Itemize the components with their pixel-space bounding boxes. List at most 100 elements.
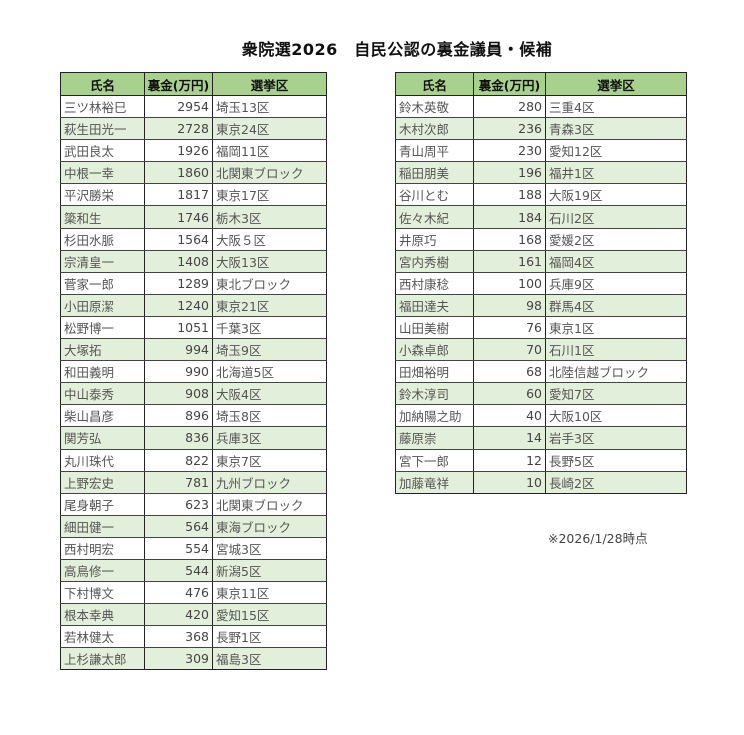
- cell-district: 長野5区: [545, 449, 687, 472]
- cell-amount: 12: [473, 449, 546, 472]
- cell-district: 兵庫9区: [545, 272, 687, 295]
- cell-amount: 2728: [144, 117, 213, 141]
- cell-amount: 994: [144, 338, 213, 362]
- table-row: 鈴木英敬 280 三重4区: [395, 95, 687, 119]
- cell-name: 西村康稔: [395, 272, 474, 295]
- cell-amount: 40: [473, 404, 546, 428]
- cell-district: 群馬4区: [545, 294, 687, 317]
- cell-amount: 822: [144, 449, 213, 472]
- cell-name: 藤原崇: [395, 426, 474, 450]
- cell-name: 松野博一: [60, 316, 145, 340]
- cell-district: 長野1区: [212, 625, 327, 649]
- table-row: 藤原崇 14 岩手3区: [395, 426, 687, 450]
- table-row: 細田健一 564 東海ブロック: [60, 515, 327, 538]
- cell-name: 武田良太: [60, 139, 145, 163]
- cell-district: 青森3区: [545, 117, 687, 141]
- cell-district: 大阪13区: [212, 250, 327, 273]
- cell-amount: 554: [144, 537, 213, 560]
- cell-amount: 68: [473, 360, 546, 384]
- cell-name: 鈴木英敬: [395, 95, 474, 119]
- table-row: 上杉謙太郎 309 福島3区: [60, 647, 327, 671]
- cell-amount: 14: [473, 426, 546, 450]
- cell-amount: 2954: [144, 95, 213, 119]
- page-title: 衆院選2026 自民公認の裏金議員・候補: [241, 40, 553, 59]
- table-row: 関芳弘 836 兵庫3区: [60, 426, 327, 450]
- cell-district: 愛知7区: [545, 382, 687, 406]
- cell-amount: 168: [473, 228, 546, 251]
- cell-name: 田畑裕明: [395, 360, 474, 384]
- table-row: 丸川珠代 822 東京7区: [60, 449, 327, 472]
- cell-name: 萩生田光一: [60, 117, 145, 141]
- cell-district: 東海ブロック: [212, 515, 327, 538]
- cell-district: 愛知12区: [545, 139, 687, 163]
- cell-district: 東京17区: [212, 183, 327, 207]
- cell-amount: 420: [144, 603, 213, 627]
- table-row: 宗清皇一 1408 大阪13区: [60, 250, 327, 273]
- table-row: 若林健太 368 長野1区: [60, 625, 327, 649]
- header-name: 氏名: [60, 72, 145, 96]
- table-row: 三ツ林裕巳 2954 埼玉13区: [60, 95, 327, 119]
- cell-name: 稲田朋美: [395, 161, 474, 185]
- cell-name: 平沢勝栄: [60, 183, 145, 207]
- cell-name: 簗和生: [60, 205, 145, 229]
- cell-district: 栃木3区: [212, 205, 327, 229]
- table-row: 鈴木淳司 60 愛知7区: [395, 382, 687, 406]
- cell-district: 大阪19区: [545, 183, 687, 207]
- cell-name: 大塚拓: [60, 338, 145, 362]
- cell-amount: 896: [144, 404, 213, 428]
- cell-district: 北関東ブロック: [212, 161, 327, 185]
- table-row: 小田原潔 1240 東京21区: [60, 294, 327, 317]
- cell-district: 岩手3区: [545, 426, 687, 450]
- cell-name: 和田義明: [60, 360, 145, 384]
- table-row: 杉田水脈 1564 大阪５区: [60, 228, 327, 251]
- cell-district: 福島3区: [212, 647, 327, 671]
- cell-name: 木村次郎: [395, 117, 474, 141]
- cell-amount: 1051: [144, 316, 213, 340]
- header-district: 選挙区: [212, 72, 327, 96]
- table-row: 大塚拓 994 埼玉9区: [60, 338, 327, 362]
- cell-name: 青山周平: [395, 139, 474, 163]
- table-row: 和田義明 990 北海道5区: [60, 360, 327, 384]
- table-row: 根本幸典 420 愛知15区: [60, 603, 327, 627]
- cell-district: 埼玉9区: [212, 338, 327, 362]
- cell-amount: 1408: [144, 250, 213, 273]
- table-row: 田畑裕明 68 北陸信越ブロック: [395, 360, 687, 384]
- cell-name: 高鳥修一: [60, 559, 145, 583]
- cell-amount: 623: [144, 493, 213, 516]
- cell-amount: 781: [144, 471, 213, 494]
- table-row: 中山泰秀 908 大阪4区: [60, 382, 327, 406]
- table-left: 氏名 裏金(万円) 選挙区 三ツ林裕巳 2954 埼玉13区 萩生田光一 2728 東京2…: [60, 72, 327, 671]
- table-row: 稲田朋美 196 福井1区: [395, 161, 687, 185]
- cell-name: 加藤竜祥: [395, 471, 474, 494]
- cell-district: 埼玉13区: [212, 95, 327, 119]
- cell-district: 千葉3区: [212, 316, 327, 340]
- cell-district: 埼玉8区: [212, 404, 327, 428]
- cell-amount: 60: [473, 382, 546, 406]
- table-row: 平沢勝栄 1817 東京17区: [60, 183, 327, 207]
- cell-district: 宮城3区: [212, 537, 327, 560]
- cell-district: 東京1区: [545, 316, 687, 340]
- cell-name: 鈴木淳司: [395, 382, 474, 406]
- table-row: 井原巧 168 愛媛2区: [395, 228, 687, 251]
- table-row: 松野博一 1051 千葉3区: [60, 316, 327, 340]
- table-row: 青山周平 230 愛知12区: [395, 139, 687, 163]
- cell-name: 若林健太: [60, 625, 145, 649]
- cell-amount: 161: [473, 250, 546, 273]
- table-row: 簗和生 1746 栃木3区: [60, 205, 327, 229]
- table-row: 武田良太 1926 福岡11区: [60, 139, 327, 163]
- cell-name: 丸川珠代: [60, 449, 145, 472]
- table-row: 柴山昌彦 896 埼玉8区: [60, 404, 327, 428]
- cell-amount: 230: [473, 139, 546, 163]
- cell-amount: 196: [473, 161, 546, 185]
- cell-district: 北海道5区: [212, 360, 327, 384]
- cell-amount: 1926: [144, 139, 213, 163]
- cell-name: 細田健一: [60, 515, 145, 538]
- table-row: 加藤竜祥 10 長崎2区: [395, 471, 687, 494]
- header-name: 氏名: [395, 72, 474, 96]
- cell-amount: 1289: [144, 272, 213, 295]
- cell-amount: 476: [144, 581, 213, 605]
- cell-name: 尾身朝子: [60, 493, 145, 516]
- table-row: 佐々木紀 184 石川2区: [395, 205, 687, 229]
- table-row: 菅家一郎 1289 東北ブロック: [60, 272, 327, 295]
- cell-district: 福岡11区: [212, 139, 327, 163]
